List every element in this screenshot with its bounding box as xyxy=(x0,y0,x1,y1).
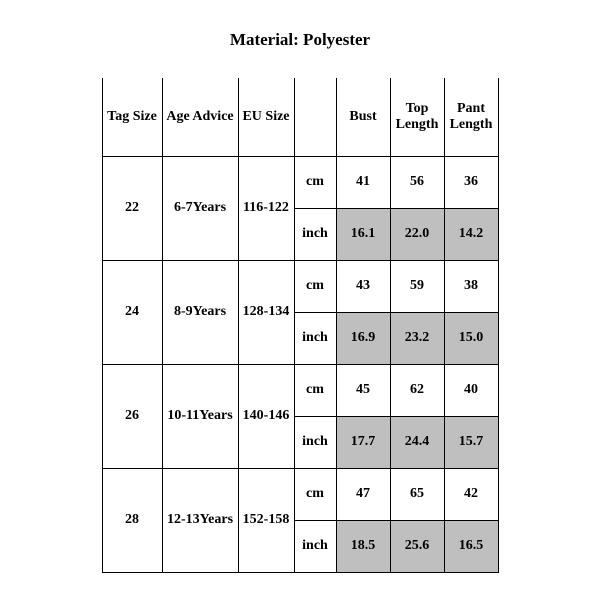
table-row: 24 8-9Years 128-134 cm 43 59 38 xyxy=(102,260,498,312)
cell-eu-size: 152-158 xyxy=(238,468,294,572)
cell-top-length: 56 xyxy=(390,156,444,208)
cell-eu-size: 116-122 xyxy=(238,156,294,260)
cell-tag-size: 22 xyxy=(102,156,162,260)
cell-bust: 16.1 xyxy=(336,208,390,260)
col-unit xyxy=(294,78,336,156)
cell-bust: 16.9 xyxy=(336,312,390,364)
cell-top-length: 22.0 xyxy=(390,208,444,260)
cell-unit: inch xyxy=(294,208,336,260)
size-chart-table: Tag Size Age Advice EU Size Bust Top Len… xyxy=(102,78,499,573)
cell-unit: inch xyxy=(294,520,336,572)
col-eu-size: EU Size xyxy=(238,78,294,156)
col-bust: Bust xyxy=(336,78,390,156)
cell-bust: 43 xyxy=(336,260,390,312)
cell-pant-length: 16.5 xyxy=(444,520,498,572)
cell-top-length: 65 xyxy=(390,468,444,520)
cell-bust: 41 xyxy=(336,156,390,208)
cell-tag-size: 24 xyxy=(102,260,162,364)
col-top-length: Top Length xyxy=(390,78,444,156)
cell-unit: cm xyxy=(294,468,336,520)
cell-pant-length: 15.0 xyxy=(444,312,498,364)
page-title: Material: Polyester xyxy=(0,30,600,50)
cell-pant-length: 36 xyxy=(444,156,498,208)
table-header-row: Tag Size Age Advice EU Size Bust Top Len… xyxy=(102,78,498,156)
cell-bust: 18.5 xyxy=(336,520,390,572)
cell-top-length: 59 xyxy=(390,260,444,312)
cell-tag-size: 26 xyxy=(102,364,162,468)
cell-eu-size: 128-134 xyxy=(238,260,294,364)
cell-bust: 17.7 xyxy=(336,416,390,468)
cell-pant-length: 15.7 xyxy=(444,416,498,468)
cell-unit: inch xyxy=(294,416,336,468)
col-tag-size: Tag Size xyxy=(102,78,162,156)
cell-age-advice: 12-13Years xyxy=(162,468,238,572)
cell-top-length: 25.6 xyxy=(390,520,444,572)
cell-eu-size: 140-146 xyxy=(238,364,294,468)
cell-unit: cm xyxy=(294,364,336,416)
cell-bust: 47 xyxy=(336,468,390,520)
cell-pant-length: 42 xyxy=(444,468,498,520)
cell-unit: cm xyxy=(294,260,336,312)
cell-bust: 45 xyxy=(336,364,390,416)
cell-pant-length: 38 xyxy=(444,260,498,312)
col-age-advice: Age Advice xyxy=(162,78,238,156)
cell-unit: inch xyxy=(294,312,336,364)
cell-top-length: 24.4 xyxy=(390,416,444,468)
cell-top-length: 62 xyxy=(390,364,444,416)
table-row: 26 10-11Years 140-146 cm 45 62 40 xyxy=(102,364,498,416)
cell-unit: cm xyxy=(294,156,336,208)
cell-tag-size: 28 xyxy=(102,468,162,572)
cell-top-length: 23.2 xyxy=(390,312,444,364)
cell-pant-length: 40 xyxy=(444,364,498,416)
cell-age-advice: 10-11Years xyxy=(162,364,238,468)
table-row: 28 12-13Years 152-158 cm 47 65 42 xyxy=(102,468,498,520)
cell-age-advice: 8-9Years xyxy=(162,260,238,364)
col-pant-length: Pant Length xyxy=(444,78,498,156)
table-row: 22 6-7Years 116-122 cm 41 56 36 xyxy=(102,156,498,208)
cell-pant-length: 14.2 xyxy=(444,208,498,260)
cell-age-advice: 6-7Years xyxy=(162,156,238,260)
